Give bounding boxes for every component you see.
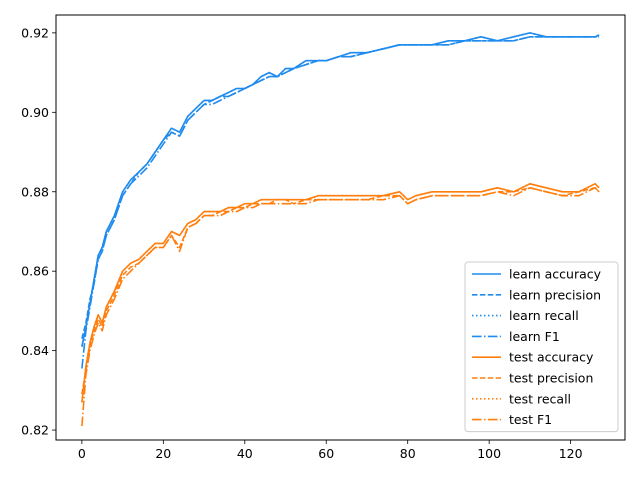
legend-entry-label: test recall xyxy=(509,391,571,406)
legend-entry-label: learn precision xyxy=(509,287,601,302)
y-axis: 0.82 0.84 0.86 0.88 0.90 0.92 xyxy=(21,25,56,438)
x-tick-label: 40 xyxy=(237,446,253,461)
y-tick-label: 0.88 xyxy=(21,184,49,199)
y-tick-label: 0.86 xyxy=(21,264,49,279)
legend-entry-label: learn accuracy xyxy=(509,267,602,282)
y-tick-label: 0.82 xyxy=(21,423,49,438)
plot-frame xyxy=(55,14,626,441)
legend-box xyxy=(464,261,619,433)
legend: learn accuracy learn precision learn recal… xyxy=(464,261,619,433)
x-axis: 0 20 40 60 80 100 120 xyxy=(78,440,583,461)
x-tick-label: 100 xyxy=(477,446,501,461)
series-line-learn-F1 xyxy=(81,35,600,369)
x-tick-label: 60 xyxy=(318,446,334,461)
legend-entry-label: test F1 xyxy=(509,412,552,427)
x-tick-label: 80 xyxy=(400,446,416,461)
series-line-test-accuracy xyxy=(81,183,600,403)
series-line-learn-recall xyxy=(81,32,600,347)
x-tick-label: 120 xyxy=(559,446,583,461)
y-tick-label: 0.92 xyxy=(21,25,49,40)
legend-entry-label: learn F1 xyxy=(509,329,560,344)
y-tick-label: 0.84 xyxy=(21,343,49,358)
x-tick-label: 20 xyxy=(155,446,171,461)
plot-lines xyxy=(81,32,600,427)
series-line-test-F1 xyxy=(81,187,600,427)
y-tick-label: 0.90 xyxy=(21,105,49,120)
legend-entry-label: test accuracy xyxy=(509,350,594,365)
x-tick-label: 0 xyxy=(78,446,86,461)
legend-entry-label: learn recall xyxy=(509,308,579,323)
legend-entry-label: test precision xyxy=(509,371,593,386)
